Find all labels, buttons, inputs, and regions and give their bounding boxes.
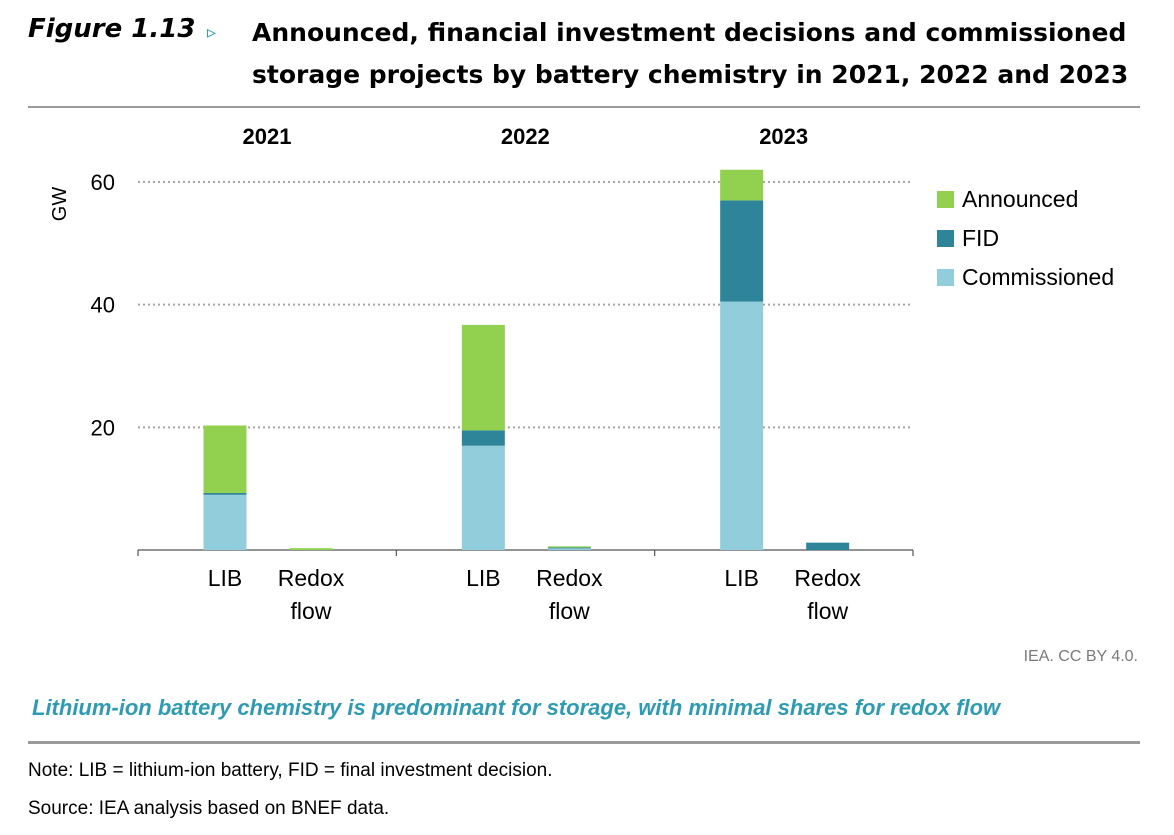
x-category-label-2021-redox-flow-1: flow <box>291 598 332 624</box>
legend-item-announced: Announced <box>937 180 1114 219</box>
bar-2023-lib-commissioned <box>720 301 764 550</box>
top-rule <box>28 106 1140 108</box>
legend-swatch-fid <box>937 230 954 247</box>
bottom-rule <box>28 741 1140 744</box>
legend-swatch-commissioned <box>937 269 954 286</box>
legend-label-fid: FID <box>962 225 1000 251</box>
legend-item-commissioned: Commissioned <box>937 258 1114 297</box>
bar-2022-redox-flow-fid <box>547 547 591 549</box>
note-text: Note: LIB = lithium-ion battery, FID = f… <box>28 760 553 781</box>
legend: Announced FID Commissioned <box>937 180 1114 297</box>
bar-2022-redox-flow-announced <box>547 546 591 548</box>
credit-text: IEA. CC BY 4.0. <box>1023 648 1138 665</box>
x-category-label-2023-redox-flow-1: flow <box>807 598 848 624</box>
bar-2021-redox-flow-announced <box>289 548 333 550</box>
y-tick-label-40: 40 <box>91 293 115 318</box>
bar-2022-redox-flow-commissioned <box>547 548 591 550</box>
panel-title-2023: 2023 <box>759 124 808 149</box>
legend-label-commissioned: Commissioned <box>962 264 1115 290</box>
x-category-label-2021-lib-0: LIB <box>208 565 243 591</box>
bar-2022-lib-commissioned <box>461 445 505 550</box>
x-category-label-2023-lib-0: LIB <box>724 565 759 591</box>
panel-title-2021: 2021 <box>243 124 292 149</box>
legend-swatch-announced <box>937 191 954 208</box>
x-category-label-2021-redox-flow-0: Redox <box>278 565 345 591</box>
bar-2022-lib-announced <box>461 324 505 431</box>
bar-2023-lib-announced <box>720 169 764 201</box>
chart-caption: Lithium-ion battery chemistry is predomi… <box>32 695 1001 720</box>
y-axis-label: GW <box>49 187 71 222</box>
y-tick-label-60: 60 <box>91 170 115 195</box>
bar-2023-redox-flow-fid <box>806 542 850 550</box>
x-category-label-2023-redox-flow-0: Redox <box>794 565 861 591</box>
source-text: Source: IEA analysis based on BNEF data. <box>28 798 390 819</box>
x-category-label-2022-redox-flow-1: flow <box>549 598 590 624</box>
chart-title: Announced, financial investment decision… <box>252 12 1152 96</box>
figure-arrow-icon: ▹ <box>207 22 217 42</box>
y-tick-label-20: 20 <box>91 415 115 440</box>
bar-2023-lib-fid <box>720 200 764 302</box>
bar-2021-lib-fid <box>203 492 247 495</box>
figure-label: Figure 1.13 <box>28 14 196 44</box>
legend-label-announced: Announced <box>962 186 1079 212</box>
panel-title-2022: 2022 <box>501 124 550 149</box>
x-category-label-2022-lib-0: LIB <box>466 565 501 591</box>
x-category-label-2022-redox-flow-0: Redox <box>536 565 603 591</box>
bar-2021-lib-commissioned <box>203 494 247 550</box>
legend-item-fid: FID <box>937 219 1114 258</box>
stacked-bar-chart: 20 40 60 GW 2021 2022 2023 LIB Redox flow LIB Redox… <box>49 124 914 624</box>
bar-2021-lib-announced <box>203 425 247 493</box>
chart-title-line-2: storage projects by battery chemistry in… <box>252 60 1129 89</box>
chart-title-line-1: Announced, financial investment decision… <box>252 18 1127 47</box>
bar-2022-lib-fid <box>461 430 505 446</box>
